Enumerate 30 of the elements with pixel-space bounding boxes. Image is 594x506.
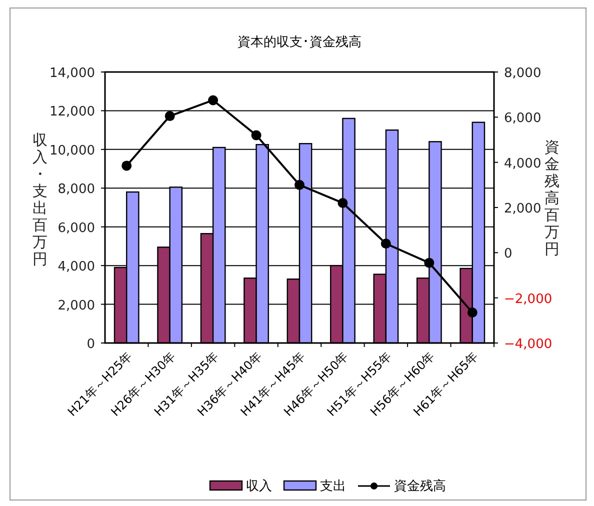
point: [122, 160, 132, 171]
chart-title: 資本的収支･資金残高: [238, 34, 362, 50]
y-tick-label: 4,000: [58, 260, 95, 275]
y-tick-label: 2,000: [58, 298, 95, 314]
legend-label: 収入: [246, 479, 272, 494]
legend-label: 資金残高: [394, 478, 446, 494]
y2-tick-label: 8,000: [504, 66, 542, 81]
point: [164, 111, 175, 122]
y-tick-label: 14,000: [50, 66, 95, 81]
point: [338, 198, 348, 208]
point: [294, 180, 304, 190]
y2-tick-label: 2,000: [504, 202, 542, 216]
point: [380, 238, 391, 249]
y2-tick-label: 4,000: [504, 156, 542, 172]
point: [208, 95, 218, 106]
legend-label: 支出: [320, 479, 346, 494]
point: [467, 308, 478, 318]
y2-tick-label: −4,000: [504, 337, 552, 352]
y-tick-label: 8,000: [58, 182, 95, 198]
point: [251, 130, 262, 140]
y-tick-label: 0: [86, 337, 95, 352]
y-tick-label: 10,000: [50, 143, 95, 158]
y2-tick-label: 0: [504, 246, 512, 262]
y2-tick-label: 6,000: [504, 111, 542, 126]
y-tick-label: 6,000: [58, 220, 95, 236]
y2-axis-title: 資金残高百万円: [544, 138, 560, 258]
point: [424, 258, 434, 268]
y-axis-title: 収入・支出百万円: [32, 131, 48, 268]
y2-tick-label: −2,000: [504, 292, 552, 307]
y-tick-label: 12,000: [50, 104, 95, 120]
